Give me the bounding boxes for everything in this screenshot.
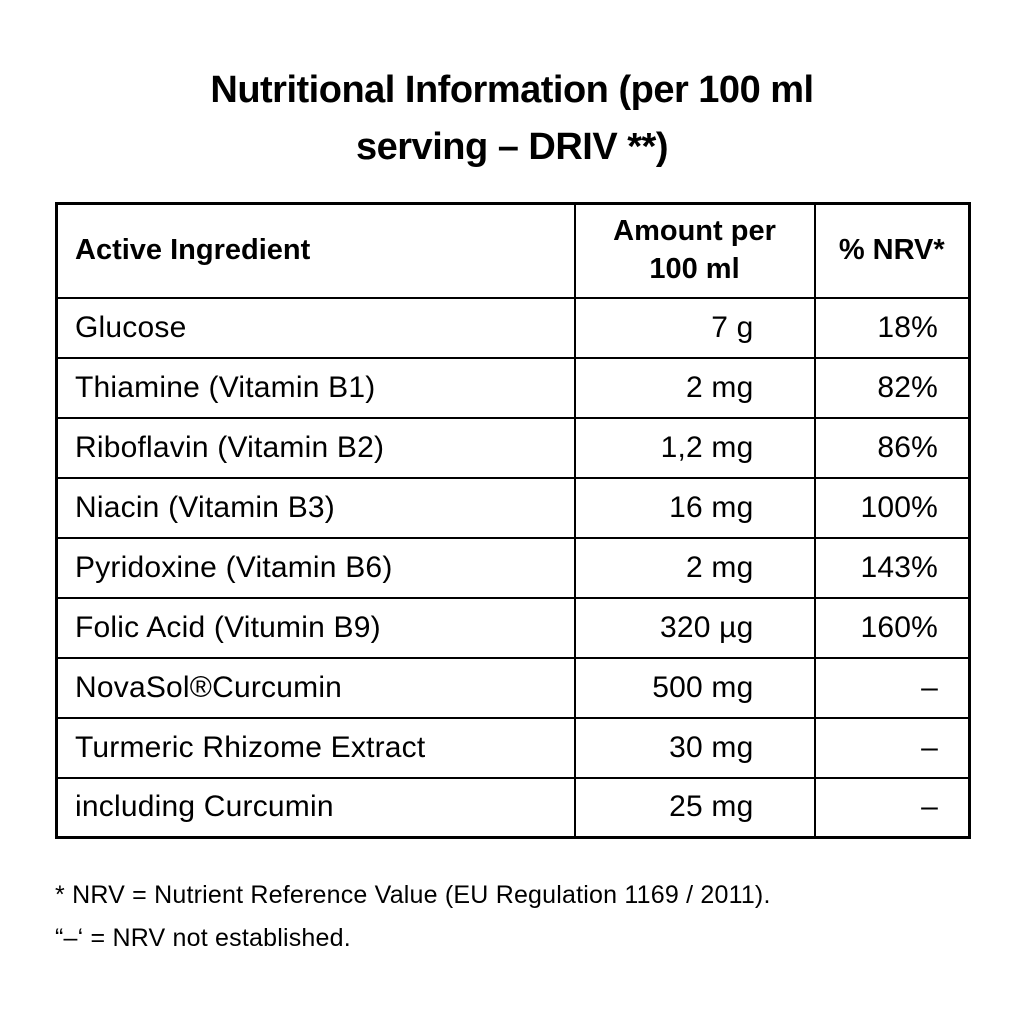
table-row: Thiamine (Vitamin B1) 2 mg 82%: [55, 356, 971, 419]
ingredient-cell: Niacin (Vitamin B3): [55, 476, 576, 539]
amount-cell: 2 mg: [573, 356, 816, 419]
footnote-nrv-definition: * NRV = Nutrient Reference Value (EU Reg…: [55, 881, 771, 909]
nrv-cell: –: [813, 776, 971, 839]
nrv-cell: –: [813, 656, 971, 719]
nrv-cell: 82%: [813, 356, 971, 419]
table-row: Riboflavin (Vitamin B2) 1,2 mg 86%: [55, 416, 971, 479]
page-title-line-1: Nutritional Information (per 100 ml: [210, 69, 814, 111]
ingredient-cell: Riboflavin (Vitamin B2): [55, 416, 576, 479]
table-row: Pyridoxine (Vitamin B6) 2 mg 143%: [55, 536, 971, 599]
footnote-dash-definition: “–‘ = NRV not established.: [55, 924, 351, 952]
ingredient-cell: Turmeric Rhizome Extract: [55, 716, 576, 779]
amount-cell: 16 mg: [573, 476, 816, 539]
table-row: NovaSol®Curcumin 500 mg –: [55, 656, 971, 719]
footnotes: * NRV = Nutrient Reference Value (EU Reg…: [55, 874, 970, 960]
nrv-cell: 86%: [813, 416, 971, 479]
nutrition-table: Active Ingredient Amount per 100 ml % NR…: [55, 202, 971, 839]
table-row: including Curcumin 25 mg –: [55, 776, 971, 839]
table-row: Turmeric Rhizome Extract 30 mg –: [55, 716, 971, 779]
nrv-cell: 160%: [813, 596, 971, 659]
amount-cell: 320 µg: [573, 596, 816, 659]
page-title: Nutritional Information (per 100 ml serv…: [0, 62, 1024, 176]
amount-cell: 500 mg: [573, 656, 816, 719]
ingredient-cell: NovaSol®Curcumin: [55, 656, 576, 719]
ingredient-cell: Pyridoxine (Vitamin B6): [55, 536, 576, 599]
column-header-nrv: % NRV*: [813, 202, 971, 299]
amount-cell: 7 g: [573, 296, 816, 359]
amount-cell: 30 mg: [573, 716, 816, 779]
ingredient-cell: Thiamine (Vitamin B1): [55, 356, 576, 419]
page-title-line-2: serving – DRIV **): [356, 126, 669, 168]
column-header-amount: Amount per 100 ml: [573, 202, 816, 299]
table-row: Glucose 7 g 18%: [55, 296, 971, 359]
column-header-active-ingredient: Active Ingredient: [55, 202, 576, 299]
ingredient-cell: Glucose: [55, 296, 576, 359]
table-row: Niacin (Vitamin B3) 16 mg 100%: [55, 476, 971, 539]
amount-cell: 25 mg: [573, 776, 816, 839]
ingredient-cell: including Curcumin: [55, 776, 576, 839]
nrv-cell: 143%: [813, 536, 971, 599]
nrv-cell: –: [813, 716, 971, 779]
ingredient-cell: Folic Acid (Vitumin B9): [55, 596, 576, 659]
table-header-row: Active Ingredient Amount per 100 ml % NR…: [55, 202, 971, 299]
nrv-cell: 100%: [813, 476, 971, 539]
amount-cell: 2 mg: [573, 536, 816, 599]
nrv-cell: 18%: [813, 296, 971, 359]
table-row: Folic Acid (Vitumin B9) 320 µg 160%: [55, 596, 971, 659]
amount-cell: 1,2 mg: [573, 416, 816, 479]
